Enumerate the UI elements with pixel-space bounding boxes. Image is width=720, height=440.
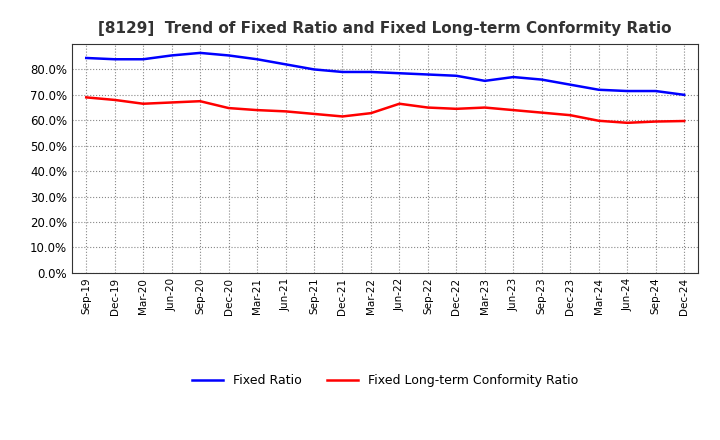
Fixed Ratio	[537, 77, 546, 82]
Fixed Long-term Conformity Ratio	[310, 111, 318, 117]
Fixed Ratio	[623, 88, 631, 94]
Fixed Long-term Conformity Ratio	[480, 105, 489, 110]
Fixed Ratio	[452, 73, 461, 78]
Fixed Ratio	[338, 70, 347, 75]
Fixed Ratio	[423, 72, 432, 77]
Fixed Long-term Conformity Ratio	[680, 118, 688, 124]
Fixed Ratio	[680, 92, 688, 98]
Fixed Long-term Conformity Ratio	[82, 95, 91, 100]
Fixed Long-term Conformity Ratio	[139, 101, 148, 106]
Fixed Long-term Conformity Ratio	[196, 99, 204, 104]
Fixed Ratio	[110, 57, 119, 62]
Fixed Long-term Conformity Ratio	[537, 110, 546, 115]
Line: Fixed Long-term Conformity Ratio: Fixed Long-term Conformity Ratio	[86, 97, 684, 123]
Fixed Ratio	[282, 62, 290, 67]
Fixed Long-term Conformity Ratio	[167, 100, 176, 105]
Fixed Long-term Conformity Ratio	[509, 107, 518, 113]
Fixed Long-term Conformity Ratio	[338, 114, 347, 119]
Fixed Long-term Conformity Ratio	[623, 120, 631, 125]
Fixed Ratio	[139, 57, 148, 62]
Fixed Long-term Conformity Ratio	[652, 119, 660, 124]
Fixed Ratio	[310, 67, 318, 72]
Fixed Ratio	[225, 53, 233, 58]
Fixed Long-term Conformity Ratio	[110, 97, 119, 103]
Fixed Ratio	[253, 57, 261, 62]
Title: [8129]  Trend of Fixed Ratio and Fixed Long-term Conformity Ratio: [8129] Trend of Fixed Ratio and Fixed Lo…	[99, 21, 672, 36]
Fixed Long-term Conformity Ratio	[566, 113, 575, 118]
Fixed Long-term Conformity Ratio	[395, 101, 404, 106]
Fixed Long-term Conformity Ratio	[595, 118, 603, 123]
Fixed Long-term Conformity Ratio	[225, 106, 233, 111]
Fixed Ratio	[480, 78, 489, 84]
Legend: Fixed Ratio, Fixed Long-term Conformity Ratio: Fixed Ratio, Fixed Long-term Conformity …	[187, 370, 583, 392]
Fixed Long-term Conformity Ratio	[253, 107, 261, 113]
Fixed Ratio	[395, 70, 404, 76]
Fixed Ratio	[167, 53, 176, 58]
Fixed Long-term Conformity Ratio	[282, 109, 290, 114]
Fixed Ratio	[652, 88, 660, 94]
Fixed Ratio	[366, 70, 375, 75]
Fixed Ratio	[82, 55, 91, 61]
Fixed Long-term Conformity Ratio	[452, 106, 461, 111]
Fixed Ratio	[566, 82, 575, 87]
Fixed Ratio	[595, 87, 603, 92]
Fixed Long-term Conformity Ratio	[366, 110, 375, 116]
Line: Fixed Ratio: Fixed Ratio	[86, 53, 684, 95]
Fixed Long-term Conformity Ratio	[423, 105, 432, 110]
Fixed Ratio	[509, 74, 518, 80]
Fixed Ratio	[196, 50, 204, 55]
